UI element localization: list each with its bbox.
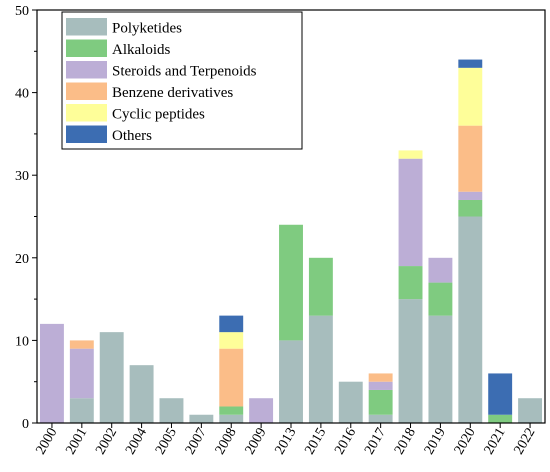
y-tick-label: 20 bbox=[15, 252, 29, 267]
bar-segment-2022-polyketides bbox=[518, 398, 543, 423]
legend-label-polyketides: Polyketides bbox=[112, 21, 182, 37]
legend-swatch-polyketides bbox=[66, 18, 107, 36]
bar-segment-2008-benzene-derivatives bbox=[219, 348, 244, 407]
bar-segment-2017-alkaloids bbox=[368, 389, 393, 415]
bar-segment-2020-others bbox=[458, 59, 483, 68]
x-tick-label: 2019 bbox=[422, 426, 449, 458]
bar-segment-2017-polyketides bbox=[368, 414, 393, 423]
x-tick-label: 2000 bbox=[33, 426, 60, 458]
bar-segment-2021-alkaloids bbox=[488, 414, 513, 423]
bar-segment-2018-cyclic-peptides bbox=[398, 150, 423, 159]
x-tick-label: 2022 bbox=[512, 426, 539, 458]
legend-swatch-steroids-and-terpenoids bbox=[66, 61, 107, 79]
bar-segment-2002-polyketides bbox=[99, 332, 124, 423]
bar-segment-2021-others bbox=[488, 373, 513, 415]
x-tick-label: 2008 bbox=[213, 426, 240, 458]
bar-segment-2008-alkaloids bbox=[219, 406, 244, 415]
bar-segment-2008-polyketides bbox=[219, 414, 244, 423]
x-tick-label: 2009 bbox=[243, 426, 270, 458]
bar-segment-2017-steroids-and-terpenoids bbox=[368, 381, 393, 390]
bar-segment-2009-steroids-and-terpenoids bbox=[249, 398, 274, 423]
bar-segment-2008-others bbox=[219, 315, 244, 333]
legend-swatch-alkaloids bbox=[66, 39, 107, 57]
bar-segment-2017-benzene-derivatives bbox=[368, 373, 393, 382]
x-tick-label: 2018 bbox=[392, 426, 419, 458]
y-tick-label: 10 bbox=[15, 334, 29, 349]
bar-segment-2019-steroids-and-terpenoids bbox=[428, 257, 453, 283]
x-tick-label: 2017 bbox=[362, 426, 389, 458]
bar-segment-2001-polyketides bbox=[69, 398, 94, 423]
x-tick-label: 2020 bbox=[452, 426, 479, 458]
bar-segment-2019-alkaloids bbox=[428, 282, 453, 316]
bar-segment-2016-polyketides bbox=[338, 381, 363, 423]
bar-segment-2005-polyketides bbox=[159, 398, 184, 423]
bar-segment-2000-steroids-and-terpenoids bbox=[39, 323, 64, 423]
x-tick-label: 2021 bbox=[482, 426, 509, 458]
legend-label-cyclic-peptides: Cyclic peptides bbox=[112, 107, 205, 123]
bar-segment-2008-cyclic-peptides bbox=[219, 332, 244, 349]
bar-segment-2018-alkaloids bbox=[398, 266, 423, 300]
bar-segment-2018-polyketides bbox=[398, 299, 423, 423]
bar-segment-2015-polyketides bbox=[308, 315, 333, 423]
bars-layer bbox=[39, 59, 543, 423]
bar-segment-2001-benzene-derivatives bbox=[69, 340, 94, 349]
bar-segment-2020-cyclic-peptides bbox=[458, 67, 483, 126]
x-tick-label: 2013 bbox=[272, 426, 299, 458]
legend-swatch-others bbox=[66, 125, 107, 143]
legend-label-benzene-derivatives: Benzene derivatives bbox=[112, 85, 233, 101]
legend-label-steroids-and-terpenoids: Steroids and Terpenoids bbox=[112, 64, 257, 80]
bar-segment-2013-polyketides bbox=[279, 340, 303, 423]
x-tick-label: 2001 bbox=[63, 426, 90, 458]
x-tick-label: 2004 bbox=[123, 426, 150, 458]
legend-swatch-cyclic-peptides bbox=[66, 104, 107, 122]
bar-segment-2018-steroids-and-terpenoids bbox=[398, 158, 423, 267]
y-tick-label: 50 bbox=[15, 4, 29, 19]
y-tick-label: 0 bbox=[22, 417, 29, 432]
bar-segment-2015-alkaloids bbox=[308, 257, 333, 316]
x-tick-label: 2002 bbox=[93, 426, 120, 458]
y-tick-label: 30 bbox=[15, 169, 29, 184]
x-tick-label: 2007 bbox=[183, 426, 210, 458]
bar-segment-2001-steroids-and-terpenoids bbox=[69, 348, 94, 399]
bar-segment-2013-alkaloids bbox=[279, 224, 303, 341]
y-tick-label: 40 bbox=[15, 87, 29, 102]
legend-swatch-benzene-derivatives bbox=[66, 82, 107, 100]
bar-segment-2019-polyketides bbox=[428, 315, 453, 423]
bar-segment-2020-benzene-derivatives bbox=[458, 125, 483, 192]
x-tick-label: 2015 bbox=[302, 426, 329, 458]
bar-segment-2004-polyketides bbox=[129, 365, 154, 423]
bar-segment-2020-polyketides bbox=[458, 216, 483, 423]
legend: Polyketides Alkaloids Steroids and Terpeno… bbox=[61, 11, 303, 150]
legend-label-alkaloids: Alkaloids bbox=[112, 42, 170, 58]
bar-segment-2007-polyketides bbox=[189, 414, 214, 423]
bar-segment-2020-steroids-and-terpenoids bbox=[458, 191, 483, 200]
x-tick-label: 2005 bbox=[153, 426, 180, 458]
bar-segment-2020-alkaloids bbox=[458, 199, 483, 217]
x-tick-label: 2016 bbox=[332, 426, 359, 458]
legend-label-others: Others bbox=[112, 128, 152, 144]
